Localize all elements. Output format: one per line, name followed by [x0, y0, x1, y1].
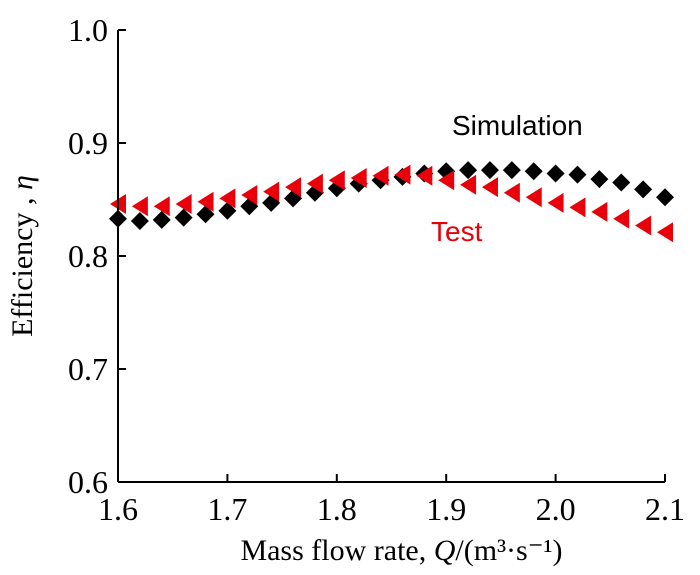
simulation-point — [590, 170, 609, 189]
test-point — [635, 215, 652, 236]
test-point — [372, 165, 389, 186]
y-axis-label-text: Efficiency , — [6, 190, 39, 337]
test-point — [591, 201, 608, 222]
y-axis-label: Efficiency , η — [6, 175, 39, 337]
x-tick-label: 1.9 — [426, 491, 466, 527]
y-tick-label: 0.8 — [68, 238, 108, 274]
simulation-point — [612, 173, 631, 192]
simulation-point — [218, 201, 237, 220]
simulation-point — [502, 161, 521, 180]
simulation-point — [656, 188, 674, 207]
simulation-point — [634, 180, 653, 199]
legend-simulation: Simulation — [452, 110, 583, 141]
series-test — [110, 164, 673, 243]
test-point — [481, 177, 498, 198]
simulation-point — [152, 210, 171, 229]
test-point — [438, 170, 455, 191]
simulation-point — [546, 164, 565, 183]
x-tick-label: 2.1 — [645, 491, 685, 527]
y-tick-label: 0.7 — [68, 351, 108, 387]
simulation-point — [196, 205, 215, 224]
test-point — [657, 222, 673, 243]
axes — [117, 29, 666, 483]
test-point — [416, 165, 433, 186]
y-axis-label-symbol: η — [6, 175, 39, 190]
test-point — [197, 191, 214, 212]
x-axis-label-text: Mass flow rate, — [240, 534, 433, 567]
test-point — [285, 177, 302, 198]
test-point — [503, 182, 520, 203]
test-point — [153, 196, 170, 217]
legend-test: Test — [431, 216, 483, 247]
x-axis-label: Mass flow rate, Q/(m³·s⁻¹) — [240, 534, 562, 567]
test-point — [328, 170, 345, 191]
x-axis-label-unit: /(m³·s⁻¹) — [455, 534, 562, 567]
test-point — [569, 197, 586, 218]
simulation-point — [480, 161, 499, 180]
test-point — [613, 208, 630, 229]
test-point — [394, 164, 411, 185]
simulation-point — [568, 165, 587, 184]
simulation-point — [174, 208, 193, 227]
test-point — [219, 188, 236, 209]
labels: 0.6 0.7 0.8 0.9 1.0 1.6 1.7 1.8 1.9 2.0 2.1 Mass fl… — [6, 12, 685, 567]
test-point — [525, 187, 542, 208]
y-tick-label: 0.6 — [68, 464, 108, 500]
series-simulation — [109, 161, 674, 230]
simulation-point — [130, 211, 149, 230]
test-point — [175, 194, 192, 215]
test-point — [547, 192, 564, 213]
x-tick-label: 1.8 — [317, 491, 357, 527]
test-point — [131, 196, 148, 217]
y-tick-label: 1.0 — [68, 12, 108, 48]
y-tick-label: 0.9 — [68, 125, 108, 161]
test-point — [350, 168, 367, 189]
test-point — [306, 173, 323, 194]
x-axis-label-symbol: Q — [434, 534, 456, 567]
x-tick-label: 1.6 — [98, 491, 138, 527]
x-tick-label: 1.7 — [207, 491, 247, 527]
test-point — [263, 181, 280, 202]
x-tick-label: 2.0 — [536, 491, 576, 527]
test-point — [460, 174, 477, 195]
test-point — [241, 184, 258, 205]
simulation-point — [459, 161, 478, 180]
simulation-point — [524, 162, 543, 181]
data-markers — [109, 161, 674, 243]
